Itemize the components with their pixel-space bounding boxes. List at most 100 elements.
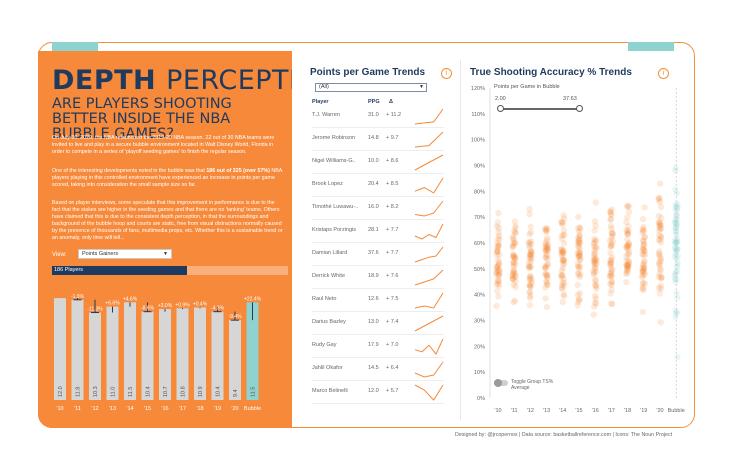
data-point[interactable] <box>640 223 647 231</box>
data-point[interactable] <box>543 271 551 278</box>
data-point[interactable] <box>672 224 679 232</box>
data-point[interactable] <box>526 244 534 251</box>
data-point[interactable] <box>558 282 566 289</box>
data-point[interactable] <box>544 251 551 259</box>
data-point[interactable] <box>510 239 518 247</box>
data-point[interactable] <box>671 253 679 261</box>
data-point[interactable] <box>658 234 665 241</box>
data-point[interactable] <box>542 225 549 232</box>
data-point[interactable] <box>655 236 663 244</box>
data-point[interactable] <box>658 274 665 282</box>
data-point[interactable] <box>559 279 566 286</box>
data-point[interactable] <box>560 292 568 299</box>
bar[interactable] <box>159 309 171 400</box>
data-point[interactable] <box>639 272 646 279</box>
data-point[interactable] <box>672 238 679 246</box>
data-point[interactable] <box>542 278 550 285</box>
data-point[interactable] <box>591 217 599 225</box>
data-point[interactable] <box>607 260 614 267</box>
data-point[interactable] <box>655 195 662 202</box>
data-point[interactable] <box>607 210 614 218</box>
data-point[interactable] <box>558 273 565 281</box>
data-point[interactable] <box>575 251 582 259</box>
data-point[interactable] <box>624 265 632 273</box>
data-point[interactable] <box>574 302 581 309</box>
table-row[interactable]: Kristaps Porzingis 28.1 + 7.7 <box>312 220 444 243</box>
data-point[interactable] <box>608 272 615 279</box>
data-point[interactable] <box>639 227 647 234</box>
data-point[interactable] <box>639 267 646 275</box>
table-row[interactable]: Damian Lillard 37.6 + 7.7 <box>312 243 444 266</box>
data-point[interactable] <box>592 268 600 275</box>
data-point[interactable] <box>526 252 534 260</box>
data-point[interactable] <box>575 237 583 244</box>
data-point[interactable] <box>592 300 600 307</box>
data-point[interactable] <box>656 270 663 277</box>
data-point[interactable] <box>640 286 647 294</box>
data-point[interactable] <box>544 244 551 251</box>
data-point[interactable] <box>576 224 583 231</box>
data-point[interactable] <box>622 244 630 251</box>
data-point[interactable] <box>526 210 533 218</box>
data-point[interactable] <box>495 272 503 279</box>
data-point[interactable] <box>624 230 632 237</box>
data-point[interactable] <box>560 212 567 219</box>
data-point[interactable] <box>558 235 566 242</box>
data-point[interactable] <box>608 229 615 236</box>
data-point[interactable] <box>510 253 517 260</box>
data-point[interactable] <box>493 269 500 276</box>
data-point[interactable] <box>624 262 632 269</box>
data-point[interactable] <box>607 269 614 276</box>
data-point[interactable] <box>672 216 680 223</box>
data-point[interactable] <box>525 238 533 246</box>
data-point[interactable] <box>591 292 599 300</box>
data-point[interactable] <box>672 218 679 226</box>
data-point[interactable] <box>591 259 598 266</box>
data-point[interactable] <box>527 223 534 230</box>
data-point[interactable] <box>527 292 534 300</box>
data-point[interactable] <box>608 266 615 274</box>
data-point[interactable] <box>494 235 502 242</box>
data-point[interactable] <box>624 231 631 238</box>
data-point[interactable] <box>673 217 681 224</box>
data-point[interactable] <box>658 273 665 281</box>
data-point[interactable] <box>510 259 517 266</box>
data-point[interactable] <box>494 246 501 254</box>
data-point[interactable] <box>623 244 631 252</box>
data-point[interactable] <box>559 272 566 279</box>
data-point[interactable] <box>592 199 599 206</box>
data-point[interactable] <box>657 285 665 293</box>
data-point[interactable] <box>607 259 615 266</box>
data-point[interactable] <box>495 270 503 277</box>
data-point[interactable] <box>493 263 501 270</box>
data-point[interactable] <box>575 213 582 221</box>
data-point[interactable] <box>543 228 550 235</box>
data-point[interactable] <box>495 229 502 236</box>
data-point[interactable] <box>576 263 584 270</box>
data-point[interactable] <box>527 229 535 236</box>
data-point[interactable] <box>624 242 632 250</box>
data-point[interactable] <box>592 277 599 285</box>
data-point[interactable] <box>576 245 583 253</box>
data-point[interactable] <box>639 285 646 293</box>
data-point[interactable] <box>673 276 680 283</box>
data-point[interactable] <box>494 248 501 256</box>
data-point[interactable] <box>640 240 648 247</box>
data-point[interactable] <box>607 243 615 250</box>
data-point[interactable] <box>494 277 501 284</box>
data-point[interactable] <box>639 242 647 249</box>
data-point[interactable] <box>526 250 533 258</box>
data-point[interactable] <box>625 241 633 248</box>
data-point[interactable] <box>624 202 631 209</box>
data-point[interactable] <box>639 229 646 237</box>
data-point[interactable] <box>625 208 633 216</box>
data-point[interactable] <box>673 210 680 217</box>
data-point[interactable] <box>576 249 583 256</box>
data-point[interactable] <box>640 267 647 275</box>
data-point[interactable] <box>591 254 599 262</box>
data-point[interactable] <box>511 267 518 275</box>
data-point[interactable] <box>560 279 568 287</box>
data-point[interactable] <box>511 297 519 304</box>
data-point[interactable] <box>495 272 503 279</box>
info-icon[interactable]: i <box>441 68 452 79</box>
